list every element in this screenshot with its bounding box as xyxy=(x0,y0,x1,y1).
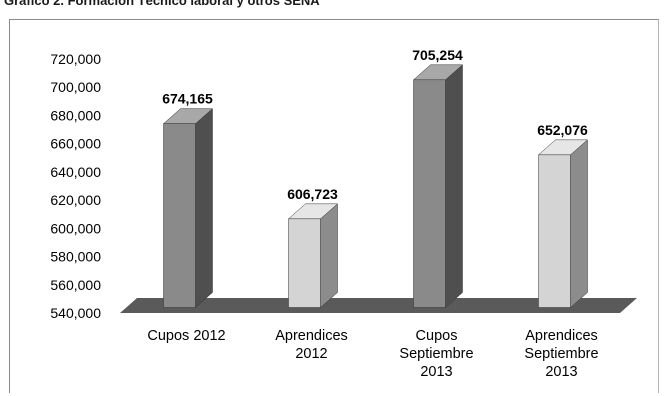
x-category-label: Cupos Septiembre 2013 xyxy=(399,328,473,380)
bar xyxy=(287,203,339,309)
data-label: 674,165 xyxy=(162,91,213,107)
x-category-label: Aprendices Septiembre 2013 xyxy=(524,328,598,380)
page-title: Gráfico 2. Formación Técnico laboral y o… xyxy=(4,0,320,8)
bar-front xyxy=(288,218,321,308)
x-category-label: Cupos 2012 xyxy=(147,328,225,344)
data-labels: 674,165 606,723 705,254 652,076 xyxy=(162,47,588,202)
bar-side xyxy=(570,139,588,309)
y-tick-label: 660,000 xyxy=(50,136,101,152)
x-category-label: Aprendices 2012 xyxy=(275,328,348,362)
y-tick-label: 720,000 xyxy=(50,51,101,67)
y-tick-label: 600,000 xyxy=(50,220,101,236)
y-tick-label: 580,000 xyxy=(50,249,101,265)
chart-floor xyxy=(120,298,637,313)
bar xyxy=(537,139,589,309)
bar xyxy=(412,64,464,309)
data-label: 705,254 xyxy=(412,47,463,63)
x-axis-categories: Cupos 2012 Aprendices 2012 Cupos Septiembre 2… xyxy=(147,328,598,380)
y-axis: 540,000 560,000 580,000 600,000 620,000 640,0… xyxy=(50,51,101,321)
floor-plane xyxy=(120,298,637,313)
bar xyxy=(162,108,214,309)
bar-side xyxy=(320,203,338,309)
bar-front xyxy=(163,123,196,308)
bar-side xyxy=(445,64,463,309)
chart-frame xyxy=(9,19,659,393)
y-tick-label: 700,000 xyxy=(50,79,101,95)
bar-side xyxy=(195,108,213,309)
y-tick-label: 560,000 xyxy=(50,277,101,293)
y-tick-label: 680,000 xyxy=(50,107,101,123)
data-label: 606,723 xyxy=(287,186,338,202)
bars xyxy=(162,64,589,309)
data-label: 652,076 xyxy=(537,122,588,138)
bar-front xyxy=(538,154,571,308)
y-tick-label: 640,000 xyxy=(50,164,101,180)
y-tick-label: 540,000 xyxy=(50,305,101,321)
bar-front xyxy=(413,79,446,308)
y-tick-label: 620,000 xyxy=(50,192,101,208)
